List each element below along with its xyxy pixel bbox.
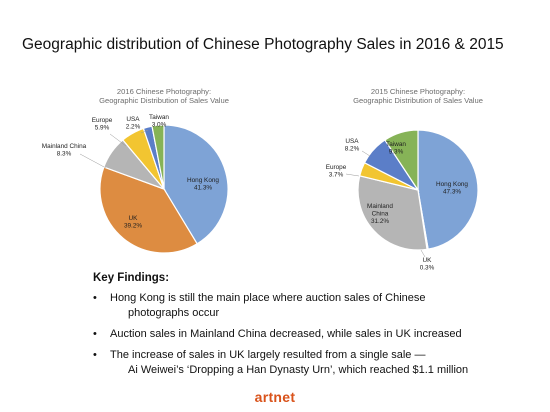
chart-title-2016: Geographic Distribution of Sales Value [99,96,229,105]
chart-title-2016: 2016 Chinese Photography: [117,87,211,96]
data-label-usa: 2.2% [126,124,141,131]
bullet: • [93,292,97,304]
leader-line-uk [420,249,426,258]
data-label-mainland-china: 8.3% [57,151,72,158]
chart-title-2015: 2015 Chinese Photography: [371,87,465,96]
pie-slice-uk [99,166,198,254]
leader-line-usa [361,150,371,157]
finding-item: • Hong Kong is still the main place wher… [93,291,533,321]
data-label-taiwan: Taiwan [386,141,406,148]
pie-2016: 2016 Chinese Photography:Geographic Dist… [42,87,229,254]
key-findings: Key Findings: • Hong Kong is still the m… [93,271,533,384]
data-label-europe: 5.9% [95,125,110,132]
leader-line-europe [109,133,127,147]
data-label-hong-kong: Hong Kong [436,181,468,188]
data-label-uk: 39.2% [124,223,142,230]
data-label-usa: USA [345,138,359,145]
data-label-taiwan: 3.0% [152,122,167,129]
data-label-mainland-china: Mainland [367,203,393,210]
leader-line-taiwan [159,126,162,129]
data-label-taiwan: 9.3% [389,149,404,156]
data-label-usa: USA [126,116,140,123]
data-label-mainland-china: 31.2% [371,218,389,225]
finding-item: • Auction sales in Mainland China decrea… [93,327,533,342]
data-label-hong-kong: Hong Kong [187,177,219,184]
leader-line-mainland-china [79,153,107,169]
leader-line-europe [345,173,360,177]
pie-slice-mainland-china [357,175,428,251]
pie-slice-hong-kong [417,129,479,250]
bullet: • [93,328,97,340]
data-label-taiwan: Taiwan [149,114,169,121]
data-label-europe: Europe [326,164,347,171]
bullet: • [93,349,97,361]
pie-slice-taiwan [151,124,165,190]
data-label-usa: 8.2% [345,146,360,153]
finding-text: Hong Kong is still the main place where … [110,292,426,304]
page-title: Geographic distribution of Chinese Photo… [22,36,504,53]
data-label-europe: Europe [92,117,113,124]
pie-slice-hong-kong [163,124,229,245]
chart-title-2015: Geographic Distribution of Sales Value [353,96,483,105]
finding-text: Auction sales in Mainland China decrease… [110,328,462,340]
data-label-uk: 0.3% [420,265,435,272]
key-findings-title: Key Findings: [93,272,170,284]
artnet-logo: artnet [254,389,296,405]
data-label-hong-kong: 47.3% [443,189,461,196]
data-label-mainland-china: China [372,211,389,218]
data-label-uk: UK [129,215,139,222]
data-label-hong-kong: 41.3% [194,185,212,192]
data-label-mainland-china: Mainland China [42,143,87,150]
data-label-europe: 3.7% [329,172,344,179]
leader-line-usa [140,129,149,134]
finding-text-continued: Ai Weiwei’s ‘Dropping a Han Dynasty Urn’… [128,364,469,376]
data-label-uk: UK [423,257,433,264]
finding-item: • The increase of sales in UK largely re… [93,348,533,378]
finding-text-continued: photographs occur [128,307,220,319]
pie-slice-taiwan [384,129,419,192]
finding-text: The increase of sales in UK largely resu… [110,349,426,361]
pie-2015: 2015 Chinese Photography:Geographic Dist… [326,87,483,272]
